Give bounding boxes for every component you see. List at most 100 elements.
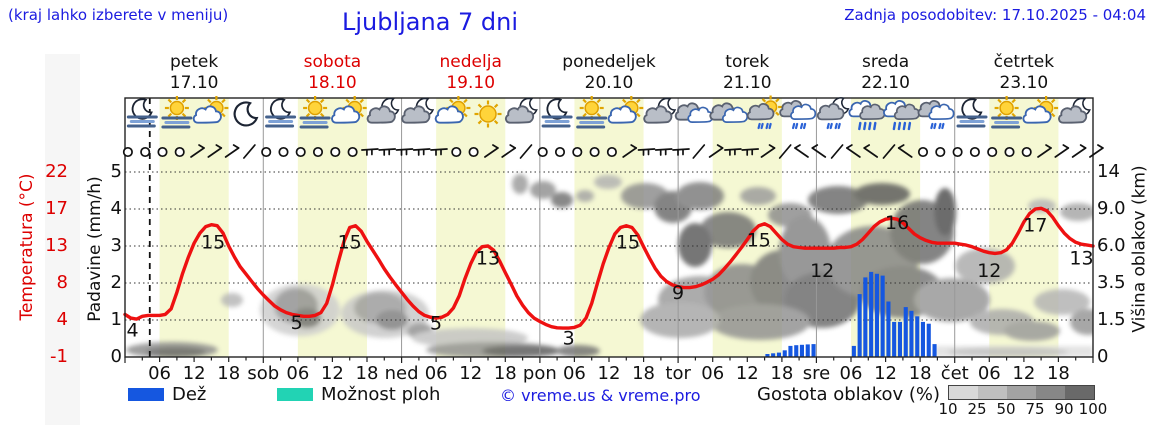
day-date: 17.10: [169, 73, 219, 93]
day-header: četrtek 23.10: [959, 52, 1089, 94]
last-update-text: Zadnja posodobitev: 17.10.2025 - 04:04: [844, 6, 1146, 24]
day-header: nedelja 19.10: [406, 52, 536, 94]
wind-symbol-ne: [501, 144, 517, 158]
svg-text:9: 9: [672, 282, 684, 304]
svg-text:13: 13: [1069, 248, 1093, 270]
wind-symbol-o: [157, 146, 168, 158]
time-axis-label: 12: [320, 363, 344, 384]
wind-symbol-o: [1004, 146, 1015, 158]
showers-legend-label: Možnost ploh: [321, 384, 441, 405]
temperature-point-labels: 4 15 5 15 5 13 3 15 9 15 12 16 12 17 13: [126, 212, 1093, 350]
wind-symbol-o: [987, 146, 998, 158]
wind-symbol-w: [741, 148, 760, 156]
day-header: ponedeljek 20.10: [544, 52, 674, 94]
wind-symbol-o: [606, 146, 617, 158]
weather-icon-moon-fog: [956, 98, 988, 128]
wind-symbol-w: [724, 148, 742, 156]
weather-icon-sun-cloud: [192, 96, 229, 124]
day-name: sobota: [303, 52, 362, 72]
weather-icon-sun-cloud-drizzle: [746, 95, 783, 130]
weather-icon-sun-fog: [161, 96, 193, 129]
copyright-link[interactable]: © vreme.us & vreme.pro: [500, 386, 701, 405]
svg-text:5: 5: [291, 312, 303, 334]
left-gutter-strip: [45, 54, 80, 425]
weather-icon-moon: [233, 101, 259, 127]
wind-symbol-ne: [484, 144, 499, 158]
svg-text:17: 17: [1023, 215, 1047, 237]
day-header: petek 17.10: [129, 52, 259, 94]
page-title: Ljubljana 7 dni: [341, 8, 519, 36]
time-axis-label: 18: [632, 363, 656, 384]
cloud-scale-segment: [949, 386, 978, 399]
day-name: petek: [170, 52, 219, 72]
cloud-tick-label: 1.5: [1097, 309, 1126, 330]
wind-symbol-o: [140, 146, 151, 158]
time-axis-label: 18: [908, 363, 932, 384]
wind-symbol-o: [347, 146, 358, 158]
svg-text:12: 12: [977, 260, 1001, 282]
weather-icon-sun-fog: [991, 96, 1023, 129]
time-axis-label: 06: [839, 363, 863, 384]
wind-symbol-ne: [622, 144, 638, 158]
precip-tick-label: 0: [110, 346, 122, 367]
wind-symbol-nw: [794, 144, 809, 158]
wind-symbol-w: [654, 148, 673, 156]
day-date: 20.10: [584, 73, 634, 93]
time-axis-label: 06: [701, 363, 725, 384]
wind-symbol-slash: [778, 144, 792, 159]
time-axis-label: 12: [874, 363, 898, 384]
temp-tick-label: 8: [56, 272, 68, 293]
cloud-scale-tick-label: 50: [996, 400, 1016, 418]
time-axis-label: čet: [940, 363, 969, 384]
wind-symbol-ne: [224, 144, 240, 158]
day-name: četrtek: [993, 52, 1055, 72]
weather-icon-moon-cloud: [643, 97, 677, 124]
wind-symbol-o: [537, 146, 548, 158]
weather-icon-moon-cloud: [366, 97, 400, 124]
wind-symbol-nw: [846, 144, 861, 158]
wind-symbol-o: [589, 146, 600, 158]
precip-tick-label: 4: [110, 198, 122, 219]
weather-icon-moon-cloud-drizzle: [816, 97, 850, 130]
cloud-tick-label: 3.5: [1097, 272, 1126, 293]
weather-icon-moon-cloud: [1058, 97, 1091, 124]
svg-text:15: 15: [201, 231, 225, 253]
weather-icon-sun-fog: [299, 96, 331, 129]
weather-icon-cloud-rain: [848, 100, 886, 131]
time-axis-label: sre: [802, 363, 831, 384]
time-axis-label: 12: [597, 363, 621, 384]
wind-symbol-slash: [882, 144, 896, 159]
svg-text:15: 15: [747, 229, 771, 251]
time-axis-label: ned: [384, 363, 419, 384]
svg-text:3: 3: [563, 328, 575, 350]
time-axis-ticks: [124, 357, 1094, 363]
weather-icon-cloud-rain: [883, 100, 920, 131]
wind-symbol-o: [330, 146, 341, 158]
wind-symbol-ne: [1089, 144, 1104, 158]
day-header: sobota 18.10: [267, 52, 397, 94]
cloud-scale-tick-label: 75: [1025, 400, 1045, 418]
wind-symbol-w: [430, 148, 448, 156]
wind-symbol-o: [1021, 146, 1032, 158]
svg-text:15: 15: [616, 231, 640, 253]
time-axis-label: 18: [217, 363, 241, 384]
wind-symbol-o: [917, 146, 929, 158]
temperature-curve: [123, 206, 1095, 330]
time-axis-label: 12: [182, 363, 206, 384]
cloud-scale-segment: [1036, 386, 1065, 399]
wind-symbol-ne: [207, 144, 223, 158]
wind-symbol-o: [468, 146, 479, 158]
wind-symbol-o: [312, 146, 324, 158]
wind-symbol-ne: [708, 144, 724, 158]
weather-icon-sun-fog: [576, 96, 608, 129]
cloud-scale-segment: [1065, 386, 1094, 399]
cloud-density-legend-label: Gostota oblakov (%): [757, 384, 941, 405]
day-date: 19.10: [446, 73, 496, 93]
cloud-scale-segment: [978, 386, 1007, 399]
wind-symbol-o: [572, 146, 583, 158]
wind-symbol-ne: [1054, 144, 1070, 158]
cloud-scale-tick-label: 90: [1054, 400, 1074, 418]
temp-tick-label: 13: [45, 235, 68, 256]
wind-symbols-row: [122, 144, 1104, 159]
